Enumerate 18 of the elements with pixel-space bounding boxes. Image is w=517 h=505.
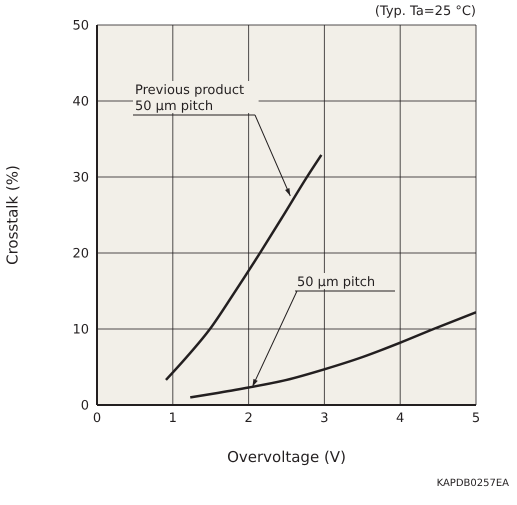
text: (Typ. Ta=25 °C) bbox=[374, 4, 476, 19]
x-tick-label: 1 bbox=[168, 411, 177, 426]
text: KAPDB0257EA bbox=[436, 478, 509, 489]
y-tick-label: 40 bbox=[72, 94, 89, 110]
annotation: 50 µm pitch bbox=[297, 275, 376, 290]
x-axis-title: Overvoltage (V) bbox=[227, 448, 346, 466]
y-tick-label: 50 bbox=[72, 18, 89, 34]
x-tick-label: 3 bbox=[320, 411, 329, 426]
x-tick-label: 5 bbox=[472, 411, 480, 426]
annotation: Previous product 50 µm pitch bbox=[135, 83, 244, 114]
x-tick-label: 0 bbox=[92, 411, 102, 426]
y-tick-label: 30 bbox=[72, 170, 89, 186]
y-tick-label: 10 bbox=[72, 322, 89, 338]
y-tick-label: 20 bbox=[72, 246, 89, 262]
x-tick-label: 4 bbox=[396, 411, 404, 426]
y-axis-title: Crosstalk (%) bbox=[3, 165, 22, 265]
y-tick-label: 0 bbox=[80, 398, 89, 414]
x-tick-label: 2 bbox=[244, 411, 253, 426]
